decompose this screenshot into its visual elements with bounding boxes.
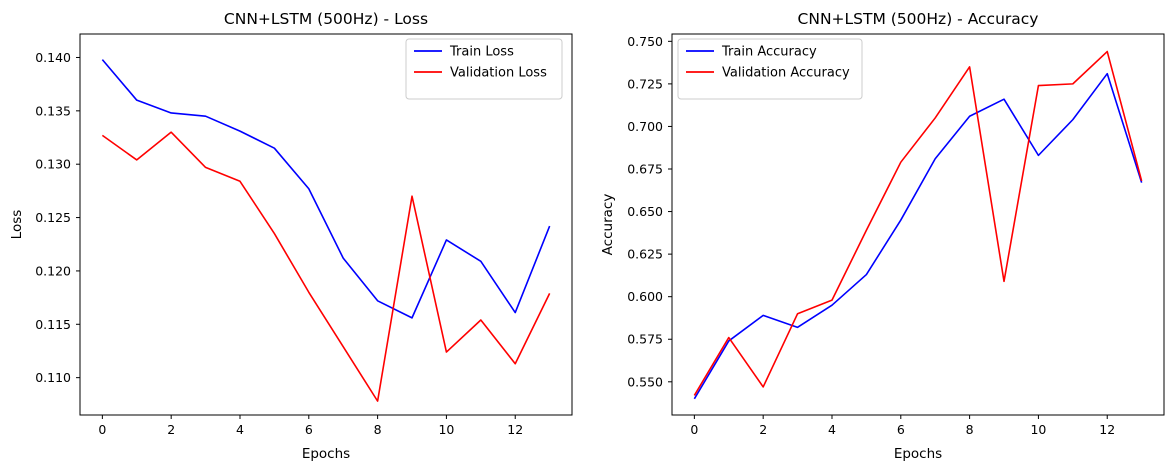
- accuracy-y-tick-label: 0.600: [627, 289, 663, 304]
- loss-x-tick-label: 2: [167, 422, 175, 437]
- loss-y-tick-label: 0.115: [35, 317, 71, 332]
- loss-y-tick-label: 0.130: [35, 157, 71, 172]
- accuracy-plot-frame: [671, 33, 1165, 416]
- accuracy-y-tick-label: 0.750: [627, 34, 663, 49]
- accuracy-x-tick-label: 0: [690, 422, 698, 437]
- loss-y-tick-label: 0.120: [35, 263, 71, 278]
- accuracy-y-tick-label: 0.575: [627, 332, 663, 347]
- accuracy-y-tick-label: 0.650: [627, 204, 663, 219]
- validation-accuracy-legend-label: Validation Accuracy: [722, 66, 850, 81]
- loss-y-axis-label: Loss: [9, 210, 25, 240]
- loss-chart: CNN+LSTM (500Hz) - Loss 0 2 4 6 8 10 12 0.110 0.1…: [9, 10, 573, 462]
- loss-x-axis-label: Epochs: [302, 446, 350, 462]
- accuracy-y-tick-label: 0.725: [627, 76, 663, 91]
- validation-loss-legend-label: Validation Loss: [450, 66, 547, 81]
- loss-y-tick-label: 0.125: [35, 210, 71, 225]
- loss-y-tick-label: 0.135: [35, 103, 71, 118]
- accuracy-y-tick-label: 0.625: [627, 247, 663, 262]
- accuracy-x-tick-label: 10: [1030, 422, 1046, 437]
- loss-legend: Train Loss Validation Loss: [405, 38, 563, 100]
- loss-x-tick-label: 12: [507, 422, 523, 437]
- accuracy-chart-title: CNN+LSTM (500Hz) - Accuracy: [798, 10, 1039, 28]
- loss-y-tick-label: 0.140: [35, 50, 71, 65]
- accuracy-chart: CNN+LSTM (500Hz) - Accuracy 0 2 4 6 8 10 12 0.55…: [600, 10, 1165, 462]
- accuracy-x-tick-label: 2: [759, 422, 767, 437]
- train-loss-line: [101, 59, 551, 319]
- loss-y-tick-label: 0.110: [35, 370, 71, 385]
- accuracy-x-tick-label: 8: [966, 422, 974, 437]
- accuracy-y-tick-label: 0.550: [627, 374, 663, 389]
- loss-plot-frame: [79, 33, 573, 416]
- accuracy-legend-box: [677, 38, 863, 100]
- train-accuracy-legend-label: Train Accuracy: [721, 45, 817, 60]
- loss-x-tick-label: 10: [438, 422, 454, 437]
- accuracy-x-tick-label: 6: [897, 422, 905, 437]
- validation-loss-line: [101, 131, 551, 402]
- accuracy-x-tick-label: 4: [828, 422, 836, 437]
- accuracy-legend: Train Accuracy Validation Accuracy: [677, 38, 863, 100]
- train-accuracy-line: [693, 72, 1143, 400]
- loss-x-tick-label: 0: [98, 422, 106, 437]
- loss-x-tick-label: 8: [374, 422, 382, 437]
- accuracy-y-tick-label: 0.700: [627, 119, 663, 134]
- loss-x-tick-label: 4: [236, 422, 244, 437]
- validation-accuracy-line: [693, 50, 1143, 396]
- accuracy-x-axis-label: Epochs: [894, 446, 942, 462]
- loss-legend-box: [405, 38, 563, 100]
- accuracy-y-axis-label: Accuracy: [600, 194, 616, 256]
- train-loss-legend-label: Train Loss: [449, 45, 514, 60]
- accuracy-x-tick-label: 12: [1099, 422, 1115, 437]
- loss-x-tick-label: 6: [305, 422, 313, 437]
- loss-chart-title: CNN+LSTM (500Hz) - Loss: [224, 10, 428, 28]
- accuracy-y-tick-label: 0.675: [627, 162, 663, 177]
